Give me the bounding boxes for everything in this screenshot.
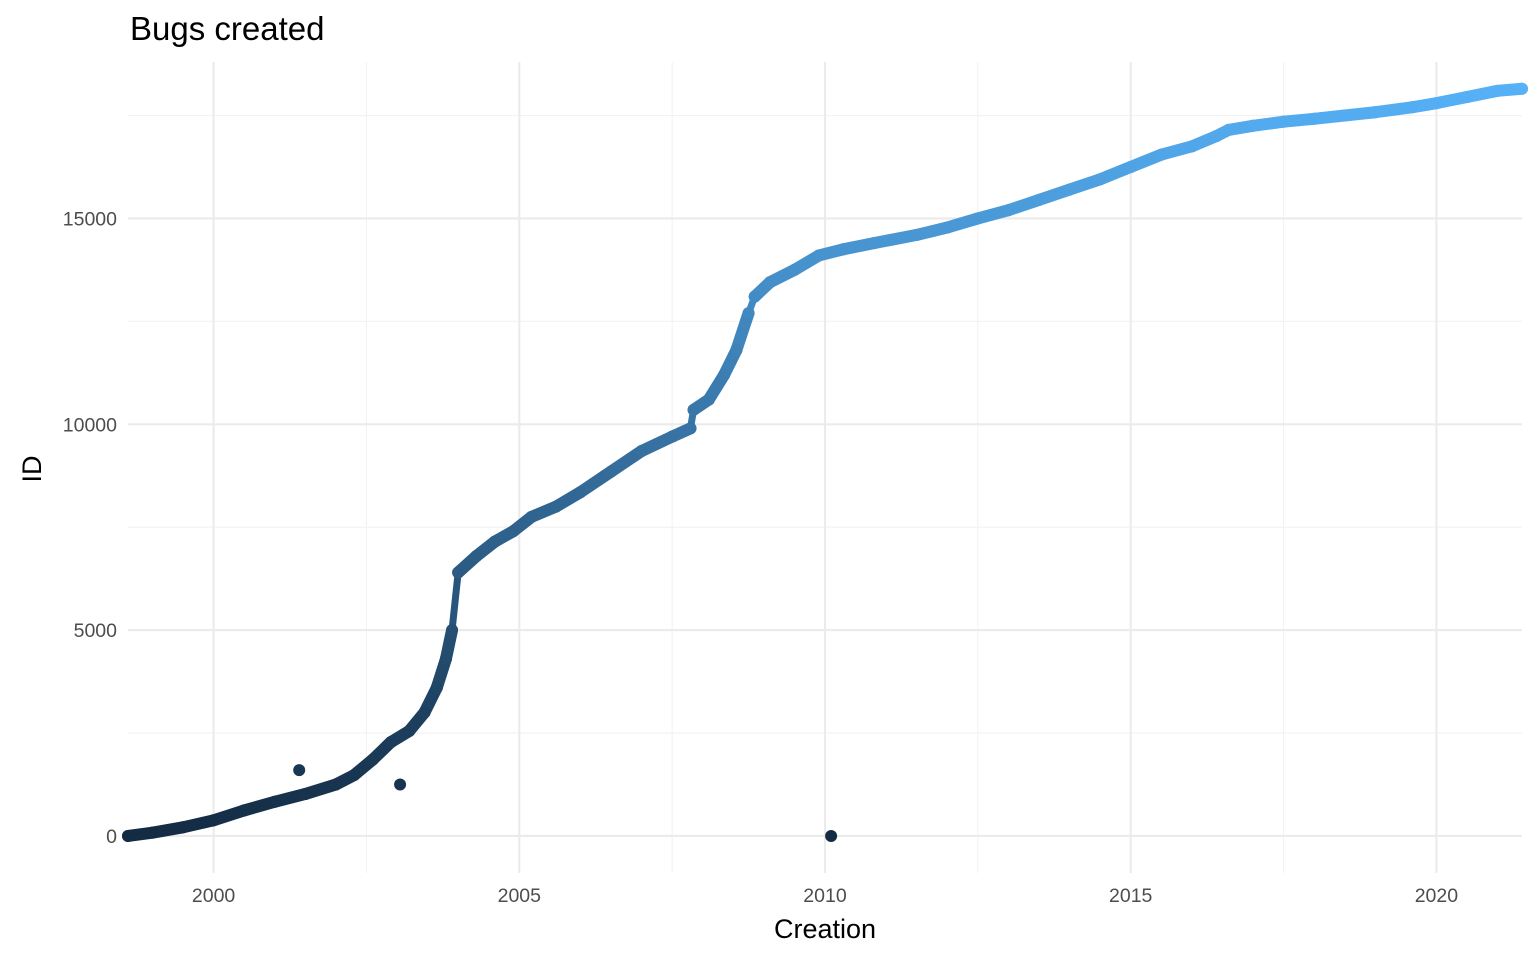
data-point [1222, 123, 1235, 136]
data-point [837, 243, 850, 256]
data-point [439, 652, 452, 665]
series-segment [605, 445, 648, 478]
data-point [1246, 119, 1259, 132]
series-segment [448, 568, 462, 634]
data-point [684, 422, 697, 435]
data-point [1002, 204, 1015, 217]
data-point [525, 510, 538, 523]
data-point [348, 769, 361, 782]
data-point [910, 228, 923, 241]
data-point [1516, 82, 1528, 95]
series-segment [730, 307, 755, 357]
data-point [574, 486, 587, 499]
data-point [122, 829, 134, 842]
x-tick-label: 2015 [1109, 885, 1153, 907]
data-point [1338, 109, 1351, 122]
data-point [702, 393, 715, 406]
data-point [1185, 140, 1198, 153]
data-point [666, 430, 679, 443]
data-point [742, 307, 755, 320]
data-point [941, 221, 954, 234]
data-point [1308, 112, 1321, 125]
data-point [418, 706, 431, 719]
outlier-layer [293, 764, 838, 842]
data-point [299, 787, 312, 800]
data-point [507, 525, 520, 538]
data-point [488, 535, 501, 548]
series-segment [574, 465, 618, 499]
series-segment [867, 228, 923, 250]
data-point [748, 290, 761, 303]
y-axis-title: ID [17, 456, 47, 483]
data-point [1094, 173, 1107, 186]
outlier-point [293, 764, 306, 777]
series-segment [1369, 101, 1418, 119]
data-point [971, 212, 984, 225]
x-tick-label: 2000 [192, 885, 236, 907]
data-point [177, 821, 190, 834]
data-point [812, 249, 825, 262]
data-point [1430, 97, 1443, 110]
x-axis-title: Creation [774, 914, 876, 944]
y-tick-label: 0 [106, 826, 117, 848]
data-point [1460, 90, 1473, 103]
data-point [430, 681, 443, 694]
data-point [1032, 193, 1045, 206]
x-tick-label: 2005 [498, 885, 542, 907]
data-point [788, 263, 801, 276]
data-point [549, 500, 562, 513]
chart-title: Bugs created [130, 10, 324, 47]
data-point [687, 403, 700, 416]
data-point [329, 778, 342, 791]
data-point [238, 804, 251, 817]
data-point [1063, 183, 1076, 196]
y-tick-labels: 0 5000 10000 15000 [63, 208, 117, 848]
x-tick-label: 2010 [803, 885, 847, 907]
data-point [207, 814, 220, 827]
outlier-point [394, 778, 407, 791]
data-point [446, 624, 459, 637]
data-point [635, 445, 648, 458]
data-point [867, 237, 880, 250]
data-point [1210, 130, 1223, 143]
outlier-point [825, 829, 838, 842]
data-point [403, 724, 416, 737]
data-point [605, 465, 618, 478]
data-point [763, 276, 776, 289]
data-point [452, 566, 465, 579]
data-point [1277, 115, 1290, 128]
data-point [730, 344, 743, 357]
data-point [384, 736, 397, 749]
x-tick-label: 2020 [1415, 885, 1459, 907]
series-layer [122, 82, 1528, 842]
data-point [146, 826, 159, 839]
x-tick-labels: 2000 2005 2010 2015 2020 [192, 885, 1458, 907]
y-tick-label: 5000 [74, 620, 118, 642]
y-tick-label: 15000 [63, 208, 117, 230]
data-point [470, 550, 483, 563]
data-point [1155, 148, 1168, 161]
major-gridlines [128, 62, 1522, 873]
data-point [1491, 84, 1504, 97]
data-point [1405, 101, 1418, 114]
data-point [366, 753, 379, 766]
data-point [718, 368, 731, 381]
data-point [1369, 106, 1382, 119]
y-tick-label: 10000 [63, 414, 117, 436]
data-point [1124, 160, 1137, 173]
data-point [268, 795, 281, 808]
